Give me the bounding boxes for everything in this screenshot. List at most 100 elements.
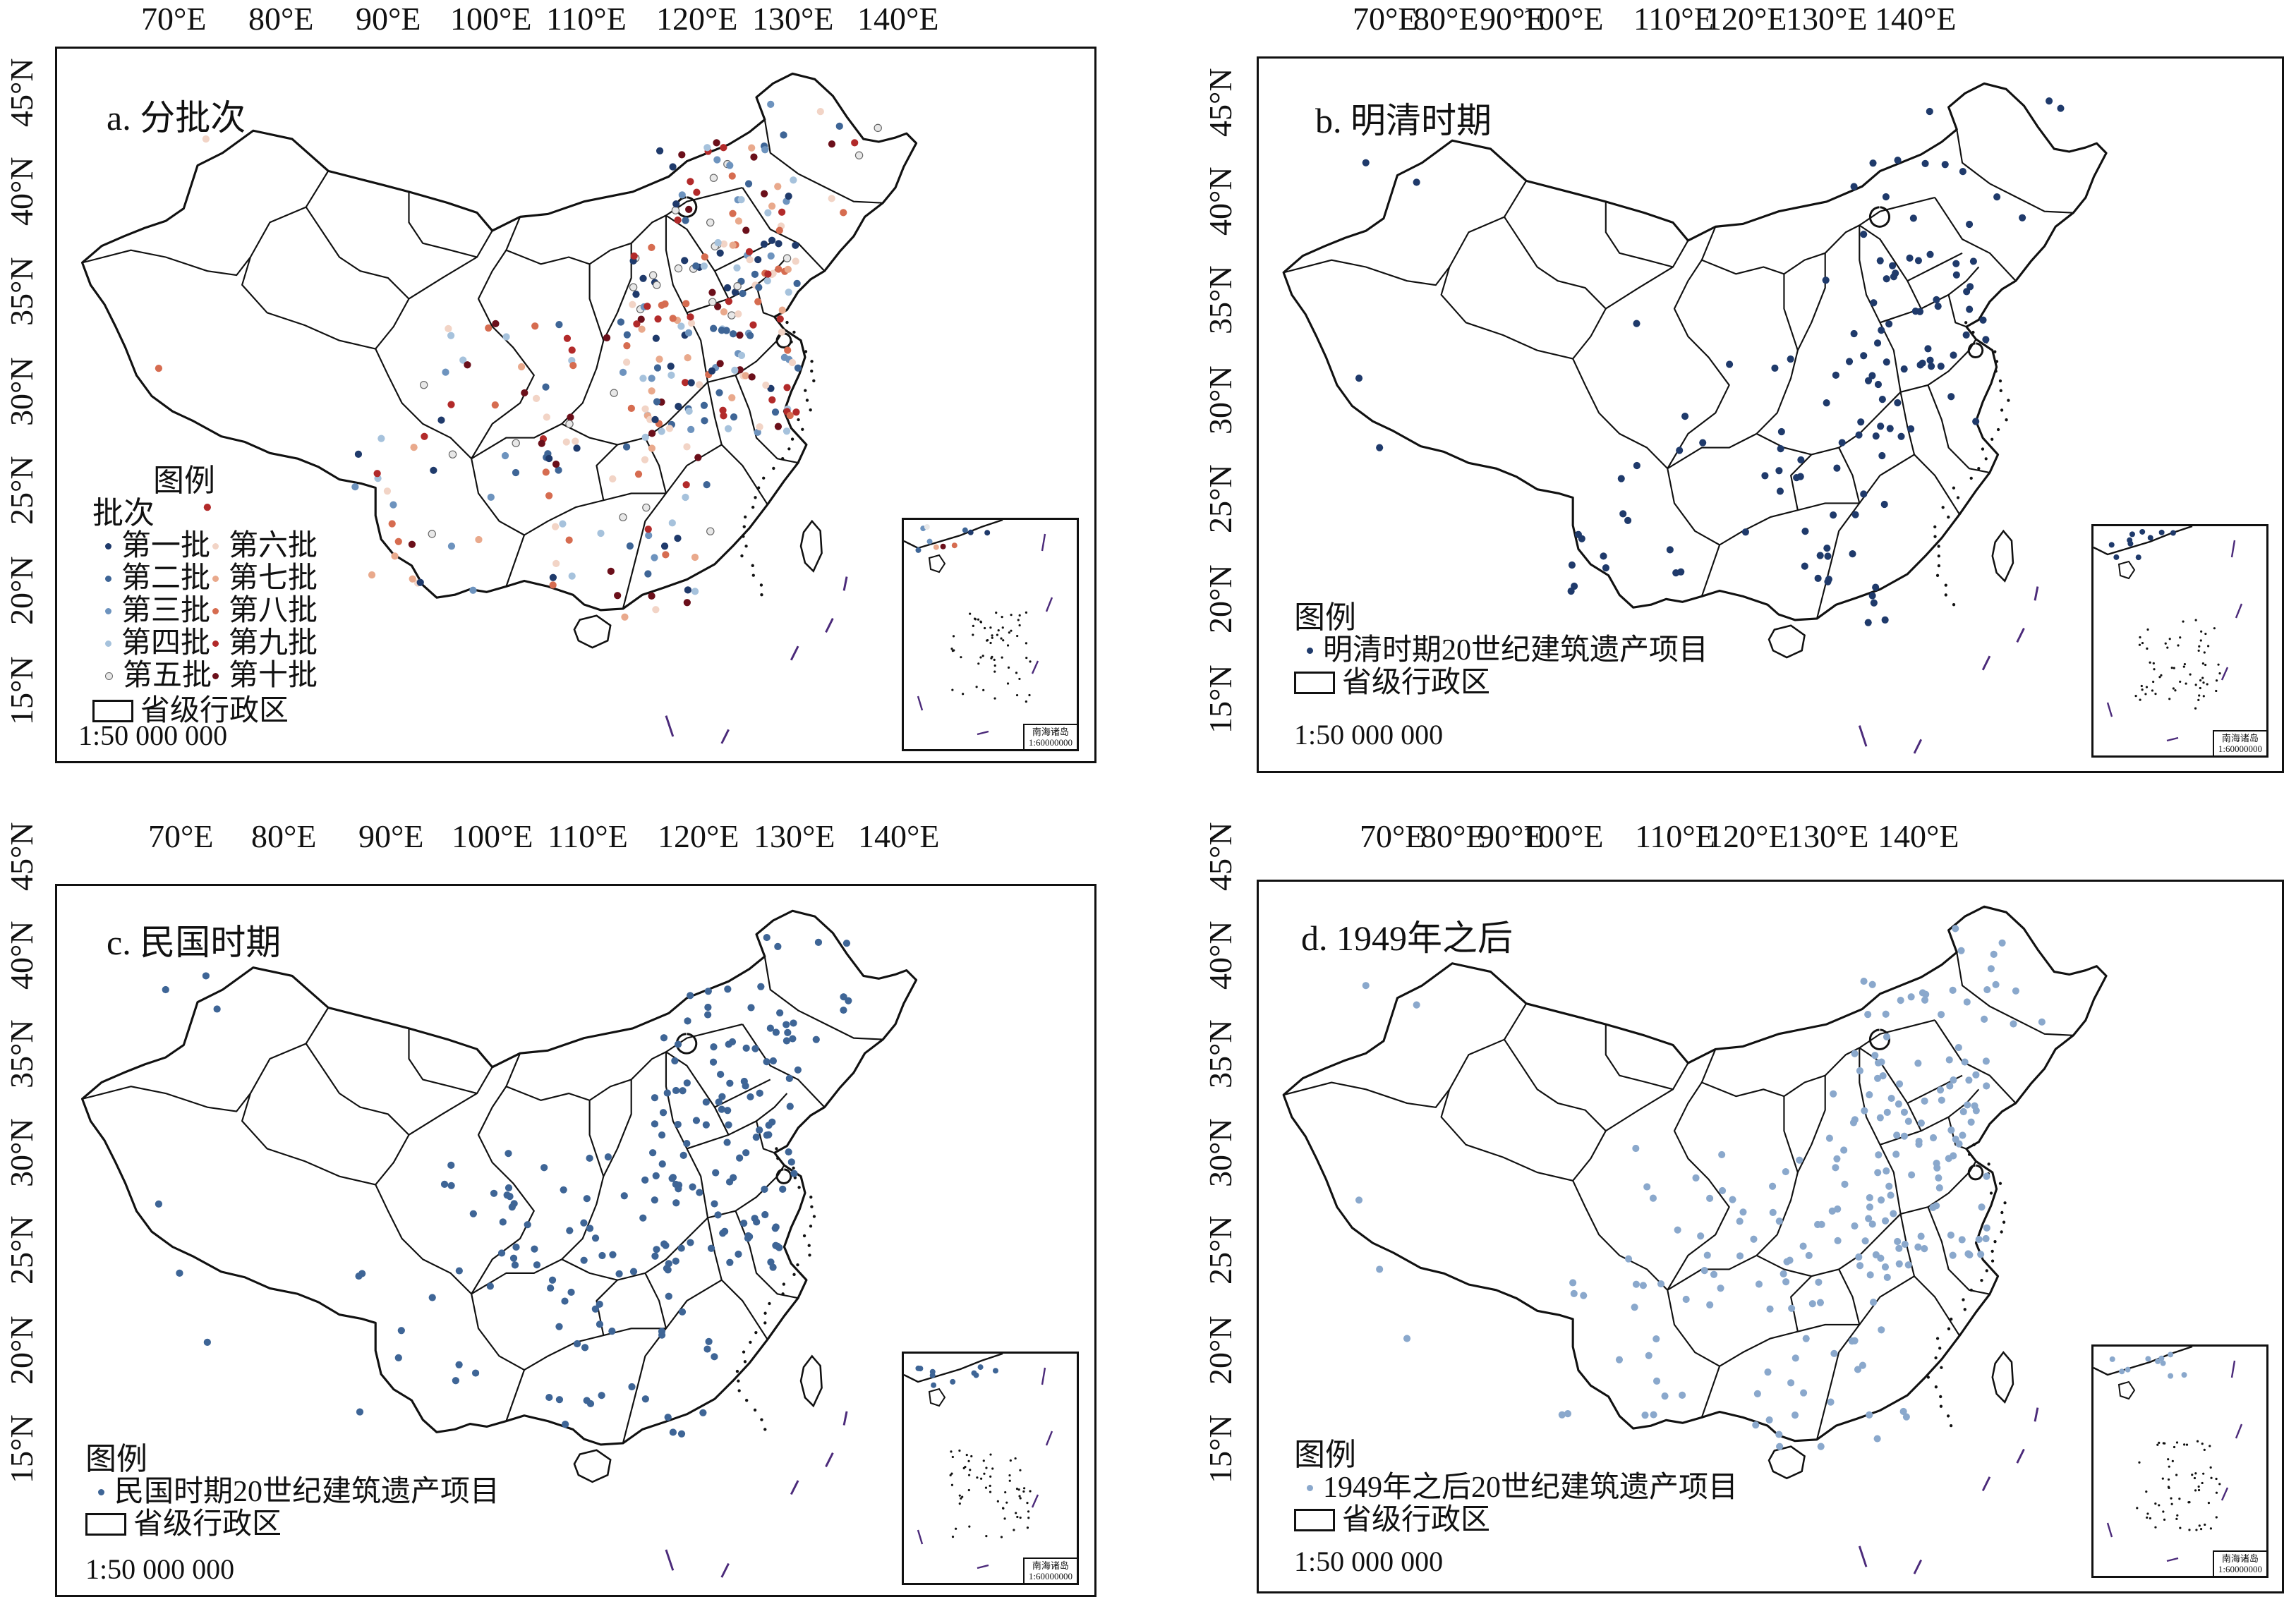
heritage-site-dot <box>1816 1299 1825 1306</box>
heritage-site-dot <box>783 254 792 262</box>
inset-island <box>2209 1527 2213 1530</box>
inset-island <box>981 655 984 657</box>
heritage-site-dot <box>648 444 656 452</box>
heritage-site-dot <box>552 559 560 568</box>
heritage-site-dot <box>659 1109 667 1117</box>
heritage-site-dot <box>672 1199 680 1207</box>
latitude-tick-label: 35°N <box>4 1019 40 1088</box>
heritage-site-dot <box>447 401 455 408</box>
heritage-site-dot <box>651 1252 659 1260</box>
inset-island <box>995 612 998 614</box>
heritage-site-dot <box>789 1035 797 1043</box>
coastal-island <box>1926 1376 1931 1379</box>
legend-title: 图例 <box>1294 1438 1356 1472</box>
inset-island <box>2204 663 2207 667</box>
province-boundary <box>687 1093 788 1150</box>
heritage-site-dot <box>720 412 727 420</box>
heritage-site-dot <box>742 372 749 379</box>
heritage-site-dot <box>1706 1301 1714 1308</box>
heritage-site-dot <box>609 1251 617 1258</box>
coastal-island <box>810 360 814 363</box>
inset-dash-line <box>2166 736 2179 742</box>
heritage-site-dot <box>573 444 581 452</box>
heritage-site-dot <box>718 1093 726 1100</box>
batch-legend: 第一批 第六批 第二批 第七批 第三批 第八批 第四批 第九批 第五批 第十批 <box>92 530 332 692</box>
series-label: 民国时期20世纪建筑遗产项目 <box>114 1476 500 1508</box>
heritage-site-dot <box>655 356 663 363</box>
inset-island <box>974 618 977 621</box>
heritage-site-dot <box>1904 1261 1912 1269</box>
inset-island <box>979 656 982 659</box>
country-outline <box>1282 82 2108 621</box>
coastal-island <box>1947 1327 1951 1330</box>
inset-island <box>2173 1445 2176 1449</box>
heritage-site-dot <box>694 454 702 461</box>
longitude-tick-label: 120°E <box>656 1 738 37</box>
inset-island <box>2183 1443 2186 1446</box>
heritage-site-dot <box>1935 1174 1942 1182</box>
inset-island <box>2173 667 2175 669</box>
heritage-site-dot <box>992 1368 998 1374</box>
inset-island <box>2195 1529 2198 1531</box>
map-geometry <box>80 72 918 744</box>
inset-geometry <box>903 1352 1053 1569</box>
legend-subtitle: 批次 <box>92 496 155 530</box>
heritage-site-dot <box>634 470 643 478</box>
heritage-site-dot <box>792 241 799 249</box>
heritage-site-dot <box>691 588 699 595</box>
heritage-site-dot <box>658 1160 666 1168</box>
inset-island <box>2201 1443 2204 1445</box>
province-boundary <box>241 1093 376 1186</box>
inset-island <box>982 688 985 691</box>
heritage-site-dot <box>701 417 708 425</box>
heritage-site-dot <box>2129 531 2135 538</box>
heritage-site-dot <box>373 470 381 478</box>
batch-label: 第七批 <box>229 562 318 595</box>
province-boundary <box>1899 391 1961 515</box>
nine-dash-line <box>2034 586 2039 601</box>
heritage-site-dot <box>812 1036 820 1043</box>
coastal-island <box>1971 330 1975 334</box>
heritage-site-dot <box>653 398 661 406</box>
heritage-site-dot <box>1961 1058 1969 1066</box>
latitude-tick-label: 20°N <box>1202 1316 1238 1385</box>
coastal-island <box>1987 1162 1990 1166</box>
heritage-site-dot <box>2170 530 2176 536</box>
batch-legend-item: 第七批 <box>212 562 332 595</box>
coastal-island <box>1941 506 1945 509</box>
heritage-site-dot <box>1965 1076 1973 1084</box>
heritage-site-dot <box>1900 365 1908 373</box>
inset-island <box>1028 693 1031 697</box>
heritage-site-dot <box>1872 583 1880 591</box>
province-boundary <box>1449 1003 1528 1090</box>
inset-island <box>2204 632 2207 636</box>
heritage-site-dot <box>383 487 392 495</box>
heritage-site-dot <box>668 519 676 527</box>
batch-legend-item: 第四批 <box>92 627 212 660</box>
heritage-site-dot <box>492 320 500 328</box>
longitude-tick-label: 110°E <box>548 818 628 854</box>
heritage-site-dot <box>1569 1279 1577 1287</box>
inset-island <box>985 1467 988 1469</box>
heritage-site-dot <box>684 354 691 362</box>
inset-island <box>1017 619 1020 621</box>
coastal-island <box>1940 1366 1943 1369</box>
heritage-site-dot <box>714 238 722 247</box>
province-boundary <box>1859 1048 1902 1215</box>
heritage-site-dot <box>1823 544 1831 552</box>
heritage-site-dot <box>1765 1416 1773 1424</box>
heritage-site-dot <box>1878 395 1886 403</box>
heritage-site-dot <box>639 274 647 282</box>
map-panel-c: 70°E 80°E 90°E 100°E 110°E 120°E 130°E 140°E 45… <box>0 798 1148 1597</box>
inset-island <box>2189 673 2192 676</box>
heritage-site-dot <box>767 100 775 108</box>
heritage-site-dot <box>1992 980 2000 988</box>
heritage-site-dot <box>816 107 824 116</box>
province-boundary <box>1667 1254 1758 1291</box>
heritage-site-dot <box>1823 399 1830 407</box>
heritage-site-dot <box>653 1246 660 1253</box>
inset-island <box>1001 616 1003 619</box>
inset-dash-line <box>2106 1522 2113 1538</box>
heritage-site-dot <box>1921 996 1929 1004</box>
heritage-site-dot <box>689 1183 696 1191</box>
